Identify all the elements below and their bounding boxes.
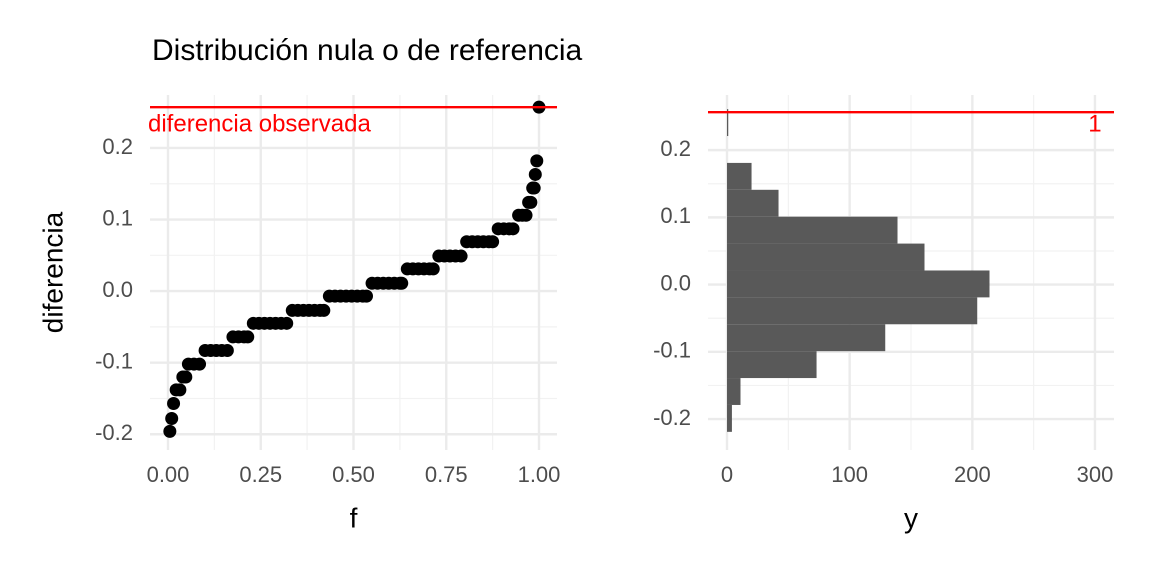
y-tick-label: 0.2 xyxy=(102,134,133,159)
point xyxy=(280,316,294,330)
y-tick-label: 0.0 xyxy=(102,277,133,302)
point xyxy=(193,357,207,371)
bar xyxy=(727,109,729,137)
point xyxy=(359,289,373,303)
chart-title: Distribución nula o de referencia xyxy=(152,34,583,67)
bar xyxy=(727,324,886,352)
y-tick-label: -0.2 xyxy=(95,420,133,445)
y-tick-label: 0.1 xyxy=(660,203,691,228)
point xyxy=(519,208,533,222)
point xyxy=(165,412,179,426)
point xyxy=(527,181,541,195)
x-tick-label: 0.00 xyxy=(147,462,190,487)
point xyxy=(506,222,520,236)
point xyxy=(486,235,500,249)
bar xyxy=(727,404,732,432)
x-tick-label: 0 xyxy=(721,462,733,487)
x-tick-label: 300 xyxy=(1077,462,1114,487)
x-tick-label: 0.25 xyxy=(239,462,282,487)
y-tick-label: 0.2 xyxy=(660,136,691,161)
y-tick-label: -0.2 xyxy=(653,405,691,430)
y-tick-label: 0.1 xyxy=(102,205,133,230)
point xyxy=(241,330,255,344)
bar xyxy=(727,270,990,298)
bar xyxy=(727,162,752,190)
x-axis-title: f xyxy=(350,502,358,533)
y-tick-label: 0.0 xyxy=(660,270,691,295)
x-tick-label: 200 xyxy=(954,462,991,487)
point xyxy=(163,424,177,438)
bar xyxy=(727,351,817,379)
annotation: diferencia observada xyxy=(148,111,371,138)
point xyxy=(220,344,234,358)
bar xyxy=(727,216,898,244)
y-tick-label: -0.1 xyxy=(653,338,691,363)
bar xyxy=(727,243,925,271)
point xyxy=(524,195,538,209)
x-tick-label: 100 xyxy=(831,462,868,487)
point xyxy=(173,383,187,397)
bar xyxy=(727,297,978,325)
x-tick-label: 0.75 xyxy=(425,462,468,487)
y-tick-label: -0.1 xyxy=(95,348,133,373)
x-axis-title: y xyxy=(904,502,918,533)
point xyxy=(395,276,409,290)
point xyxy=(179,370,193,384)
point xyxy=(454,249,468,263)
annotation: 1 xyxy=(1088,110,1101,137)
x-tick-label: 0.50 xyxy=(332,462,375,487)
bar xyxy=(727,189,779,217)
point xyxy=(528,167,542,181)
y-axis-title: diferencia xyxy=(37,211,68,333)
bar xyxy=(727,378,741,405)
point xyxy=(167,396,181,410)
x-tick-label: 1.00 xyxy=(518,462,561,487)
point xyxy=(426,262,440,276)
point xyxy=(530,154,544,168)
point xyxy=(317,303,331,317)
